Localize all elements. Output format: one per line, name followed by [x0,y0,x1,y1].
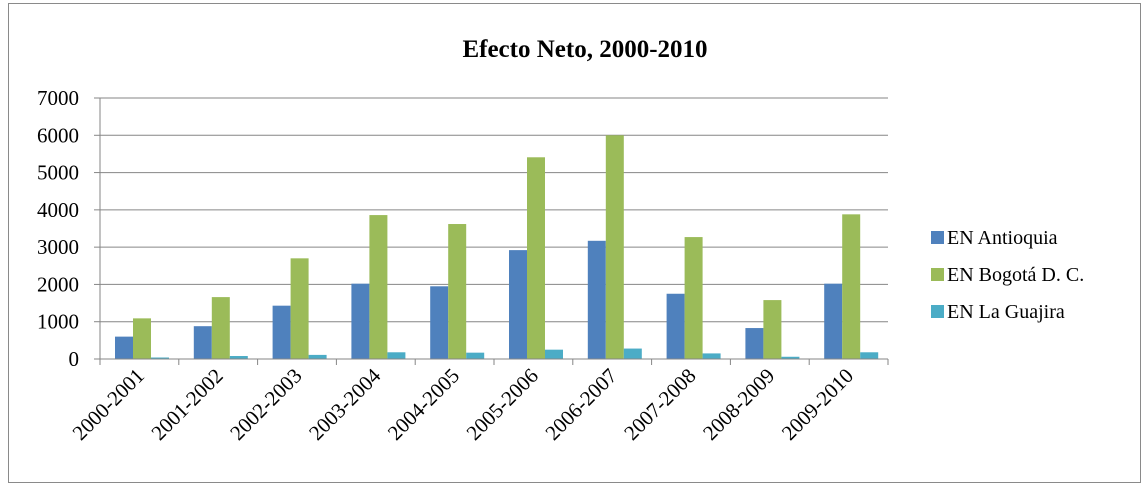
bar [272,305,291,359]
bar [133,318,151,359]
y-tick-label: 0 [69,347,80,371]
x-tick-label: 2002-2003 [225,364,306,445]
bar [545,349,563,359]
bar [193,326,212,359]
bar [824,283,843,359]
y-tick-label: 4000 [37,198,79,222]
bar [211,297,230,359]
y-tick-label: 2000 [37,272,79,296]
bar [351,283,370,359]
legend-swatch [931,231,944,244]
bar [702,353,721,359]
legend-label: EN Bogotá D. C. [947,264,1084,286]
bar [308,354,327,359]
bar [151,357,169,359]
bar [448,224,467,359]
x-tick-label: 2003-2004 [304,363,386,445]
bar [369,215,388,359]
bar [509,250,527,359]
x-tick-label: 2006-2007 [540,364,621,445]
bar [860,352,879,359]
y-tick-label: 7000 [37,86,79,110]
bars [115,135,879,359]
bar [587,240,606,359]
legend-swatch [931,268,944,281]
legend-label: EN Antioquia [947,227,1058,249]
x-tick-label: 2000-2001 [68,364,149,445]
y-axis-tick-labels: 0 1000 2000 3000 4000 5000 6000 7000 [37,86,79,371]
legend-swatch [931,305,944,318]
legend: EN Antioquia EN Bogotá D. C. EN La Guajira [931,227,1084,323]
bar [781,356,800,359]
gridlines [100,97,888,323]
bar [229,356,248,359]
bar [684,237,703,359]
bar [842,214,861,359]
x-tick-label: 2007-2008 [619,364,700,445]
chart-frame [8,3,1141,483]
legend-label: EN La Guajira [947,301,1065,323]
bar [745,328,764,359]
x-tick-label: 2004-2005 [383,364,464,445]
chart-title: Efecto Neto, 2000-2010 [462,36,707,63]
bar [466,352,485,359]
bar [623,348,642,359]
x-tick-label: 2008-2009 [698,364,779,445]
bar [430,286,449,359]
bar [763,300,782,359]
y-tick-label: 3000 [37,235,79,259]
bar [387,352,406,359]
y-tick-label: 5000 [37,161,79,185]
x-axis-tick-labels: 2000-20012001-20022002-20032003-20042004… [68,363,859,445]
bar [605,135,624,359]
bar [115,336,133,359]
axes [94,97,889,365]
y-tick-label: 6000 [37,123,79,147]
x-tick-label: 2009-2010 [777,364,858,445]
x-tick-label: 2001-2002 [146,364,227,445]
y-tick-label: 1000 [37,310,79,334]
bar [290,258,309,359]
bar [666,293,685,359]
bar [527,157,545,359]
x-tick-label: 2005-2006 [462,364,543,445]
